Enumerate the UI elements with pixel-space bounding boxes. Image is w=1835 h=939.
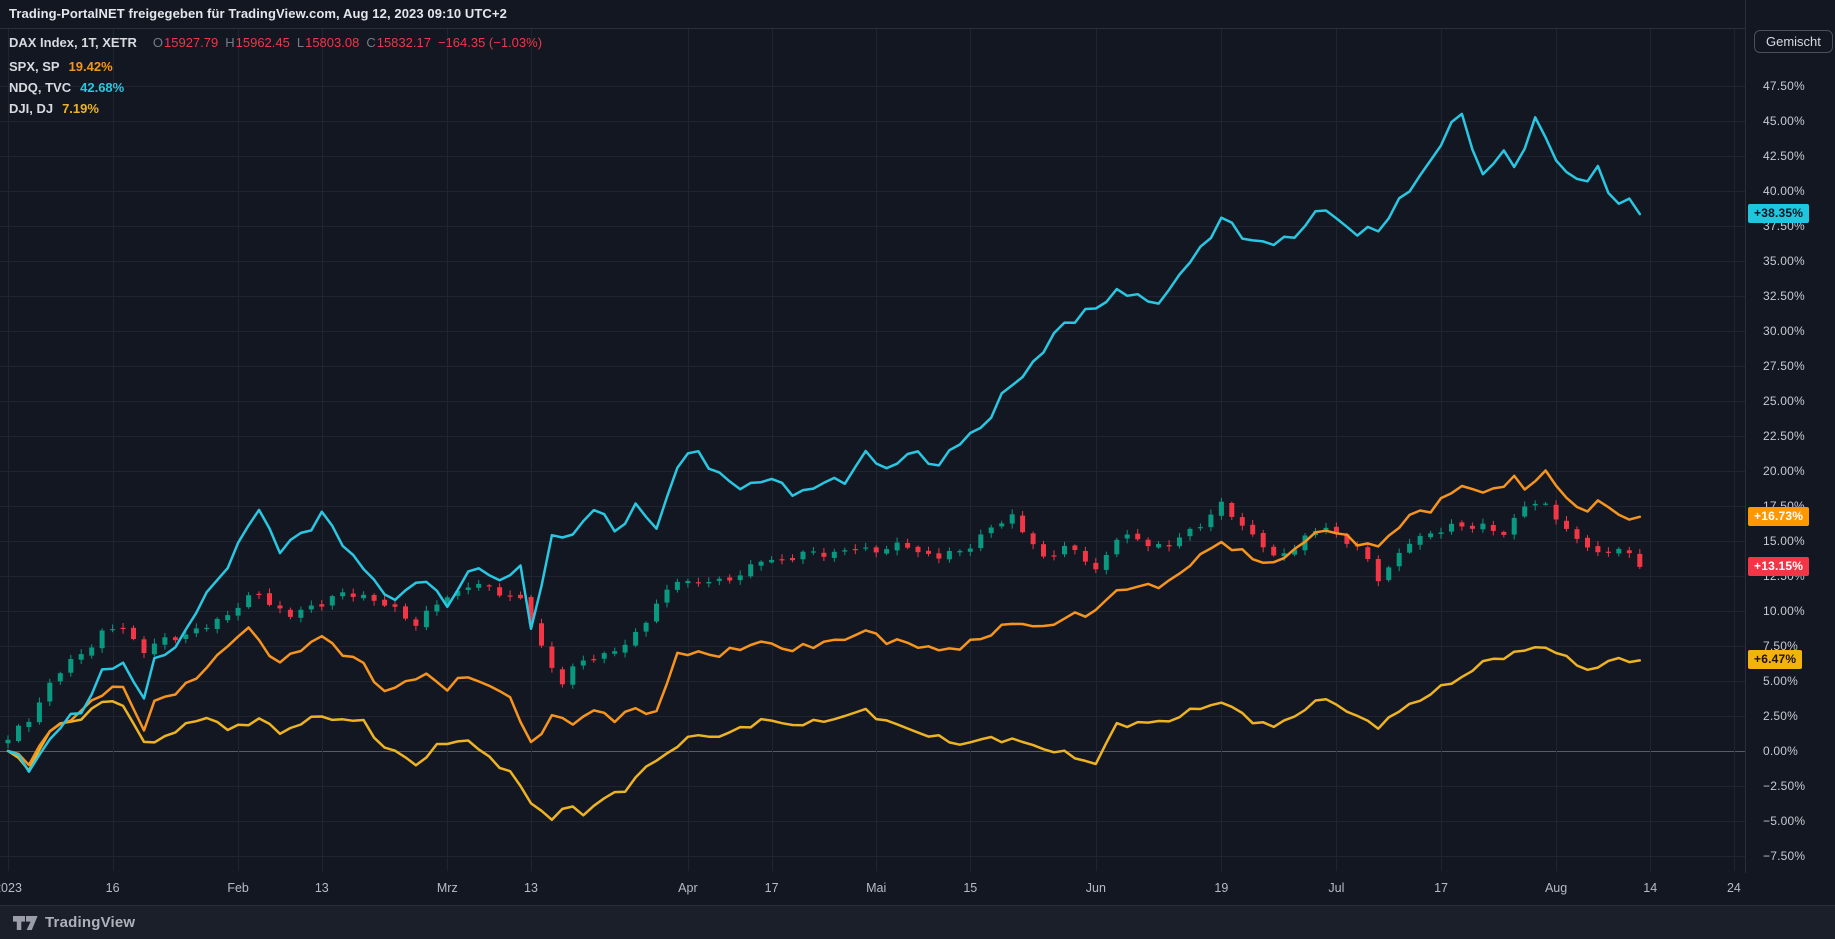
price-chart-canvas[interactable] [0, 0, 1745, 873]
time-tick-label: 17 [1434, 881, 1448, 895]
legend-row-dji[interactable]: DJI, DJ 7.19% [9, 99, 542, 119]
price-tick-label: −5.00% [1763, 814, 1806, 828]
symbol-title: SPX, SP [9, 59, 60, 74]
high-label: H [225, 35, 235, 50]
time-tick-label: 13 [524, 881, 538, 895]
time-tick-label: Jun [1085, 881, 1106, 895]
time-tick-label: Aug [1544, 881, 1568, 895]
close-value: 15832.17 [376, 35, 431, 50]
price-tick-label: 47.50% [1763, 79, 1805, 93]
last-price-badge: +6.47% [1748, 650, 1803, 670]
price-tick-label: 20.00% [1763, 464, 1805, 478]
low-value: 15803.08 [305, 35, 360, 50]
price-tick-label: −2.50% [1763, 779, 1806, 793]
chart-legend: DAX Index, 1T, XETR O 15927.79 H 15962.4… [9, 33, 542, 120]
high-value: 15962.45 [235, 35, 290, 50]
price-tick-label: 27.50% [1763, 359, 1805, 373]
price-tick-label: 45.00% [1763, 114, 1805, 128]
time-tick-label: 2023 [0, 881, 22, 895]
price-tick-label: 2.50% [1763, 709, 1799, 723]
symbol-title: NDQ, TVC [9, 80, 72, 95]
price-tick-label: 25.00% [1763, 394, 1805, 408]
price-scale[interactable]: Gemischt 47.50% 45.00% 42.50% 40.00% 37.50% 3… [1745, 0, 1835, 873]
legend-row-dax[interactable]: DAX Index, 1T, XETR O 15927.79 H 15962.4… [9, 33, 542, 53]
scale-mode-button[interactable]: Gemischt [1754, 30, 1833, 53]
price-tick-label: 7.50% [1763, 639, 1799, 653]
time-tick-label: 17 [764, 881, 779, 895]
symbol-title: DJI, DJ [9, 101, 54, 116]
price-tick-label: 22.50% [1763, 429, 1805, 443]
header-divider [0, 28, 1835, 29]
price-tick-label: 42.50% [1763, 149, 1805, 163]
price-tick-label: 0.00% [1763, 744, 1799, 758]
price-tick-label: −7.50% [1763, 849, 1806, 863]
price-tick-label: 10.00% [1763, 604, 1805, 618]
ndq-change-value: 42.68% [80, 80, 125, 95]
time-tick-label: 19 [1214, 881, 1229, 895]
open-value: 15927.79 [164, 35, 219, 50]
change-value: −164.35 (−1.03%) [437, 35, 543, 50]
tradingview-logo-text: TradingView [45, 914, 136, 931]
last-price-badge: +13.15% [1748, 556, 1810, 576]
time-tick-label: 15 [963, 881, 978, 895]
price-tick-label: 15.00% [1763, 534, 1805, 548]
last-price-badge: +16.73% [1748, 506, 1810, 526]
time-tick-label: 16 [105, 881, 120, 895]
close-label: C [366, 35, 376, 50]
price-tick-label: 5.00% [1763, 674, 1799, 688]
time-tick-label: 13 [314, 881, 329, 895]
legend-row-spx[interactable]: SPX, SP 19.42% [9, 57, 542, 77]
spx-change-value: 19.42% [68, 59, 113, 74]
time-tick-label: Mai [866, 881, 887, 895]
time-tick-label: Jul [1328, 881, 1345, 895]
time-tick-label: 14 [1643, 881, 1658, 895]
time-tick-label: 24 [1726, 881, 1741, 895]
time-tick-label: Feb [227, 881, 249, 895]
attribution-text: Trading-PortalNET freigegeben für Tradin… [9, 6, 507, 21]
price-tick-label: 40.00% [1763, 184, 1805, 198]
time-scale[interactable]: 2023 16 Feb 13 Mrz 13 Apr 17 Mai 15 Jun 19 Jul 17 Aug 1… [0, 873, 1835, 906]
symbol-title: DAX Index, 1T, XETR [9, 35, 137, 50]
legend-row-ndq[interactable]: NDQ, TVC 42.68% [9, 78, 542, 98]
time-tick-label: Mrz [436, 881, 458, 895]
time-tick-label: Apr [678, 881, 698, 895]
bottom-toolbar: TradingView [0, 906, 1835, 939]
price-tick-label: 32.50% [1763, 289, 1805, 303]
last-price-badge: +38.35% [1748, 204, 1810, 224]
tradingview-logo-icon [13, 915, 38, 930]
low-label: L [296, 35, 305, 50]
dji-change-value: 7.19% [62, 101, 99, 116]
open-label: O [152, 35, 163, 50]
price-tick-label: 30.00% [1763, 324, 1805, 338]
tradingview-logo-link[interactable]: TradingView [13, 914, 135, 931]
price-tick-label: 35.00% [1763, 254, 1805, 268]
